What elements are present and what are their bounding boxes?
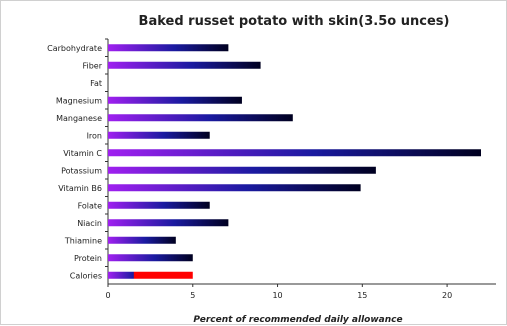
category-label: Magnesium <box>56 96 102 105</box>
x-tick-label: 10 <box>272 291 282 300</box>
x-tick-label: 15 <box>357 291 367 300</box>
category-label: Carbohydrate <box>47 44 102 53</box>
bar-vitamin-c <box>108 149 481 157</box>
bar-thiamine <box>108 236 176 244</box>
category-label: Vitamin C <box>63 149 102 158</box>
bar-folate <box>108 201 210 209</box>
x-axis-label: Percent of recommended daily allowance <box>193 315 402 325</box>
category-label: Folate <box>78 201 102 210</box>
category-label: Potassium <box>61 166 102 175</box>
x-tick-label: 20 <box>442 291 452 300</box>
bar-iron <box>108 131 210 139</box>
category-label: Vitamin B6 <box>58 184 102 193</box>
category-label: Thiamine <box>64 236 102 245</box>
bar-fiber <box>108 61 261 69</box>
category-label: Fat <box>90 79 102 88</box>
bar-protein <box>108 254 193 262</box>
category-label: Niacin <box>77 219 102 228</box>
bar-carbohydrate <box>108 44 229 52</box>
plot-area: Carbohydrate Fiber Fat Magnesium Manganese Ir… <box>47 38 496 300</box>
category-label: Iron <box>87 131 102 140</box>
bar-magnesium <box>108 96 242 104</box>
chart-title: Baked russet potato with skin(3.5o unces… <box>139 14 450 29</box>
bar-calories <box>108 271 193 279</box>
bar-niacin <box>108 219 229 227</box>
x-tick-label: 5 <box>190 291 195 300</box>
bar-manganese <box>108 114 293 122</box>
x-tick-label: 0 <box>105 291 110 300</box>
category-label: Protein <box>74 254 102 263</box>
category-label: Fiber <box>82 61 102 70</box>
bar-vitamin-b6 <box>108 184 361 192</box>
bar-potassium <box>108 166 376 174</box>
category-label: Calories <box>70 271 102 280</box>
category-label: Manganese <box>56 114 102 123</box>
